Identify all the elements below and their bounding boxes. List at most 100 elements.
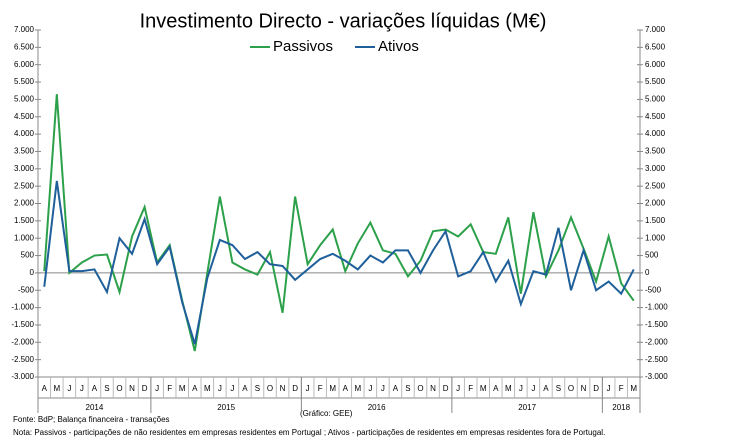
x-tick-label: A bbox=[343, 384, 349, 393]
x-tick-label: N bbox=[430, 384, 436, 393]
y-tick-label: -2.500 bbox=[645, 355, 668, 364]
y-tick-label: 6.500 bbox=[14, 42, 35, 51]
y-tick-label: 6.000 bbox=[14, 60, 35, 69]
x-tick-label: O bbox=[417, 384, 423, 393]
y-tick-label: 2.500 bbox=[14, 181, 35, 190]
x-tick-label: M bbox=[53, 384, 60, 393]
x-tick-label: J bbox=[368, 384, 372, 393]
chart-title: Investimento Directo - variações líquida… bbox=[140, 10, 547, 32]
source: Fonte: BdP; Balança financeira - transaç… bbox=[13, 415, 170, 424]
y-tick-label: -1.500 bbox=[645, 320, 668, 329]
x-tick-label: N bbox=[280, 384, 286, 393]
x-tick-label: O bbox=[116, 384, 122, 393]
y-tick-label: 1.000 bbox=[14, 233, 35, 242]
x-tick-label: A bbox=[393, 384, 399, 393]
x-tick-label: D bbox=[443, 384, 449, 393]
x-tick-label: A bbox=[192, 384, 198, 393]
y-tick-label: 500 bbox=[21, 251, 35, 260]
y-tick-label: 6.000 bbox=[645, 60, 666, 69]
y-tick-label: 1.500 bbox=[645, 216, 666, 225]
x-tick-label: M bbox=[204, 384, 211, 393]
x-tick-label: A bbox=[493, 384, 499, 393]
y-tick-label: 7.000 bbox=[14, 25, 35, 34]
x-tick-label: S bbox=[104, 384, 109, 393]
y-tick-label: -1.500 bbox=[11, 320, 34, 329]
y-tick-label: 3.000 bbox=[14, 164, 35, 173]
x-tick-label: F bbox=[167, 384, 172, 393]
y-tick-label: -2.000 bbox=[645, 337, 668, 346]
x-tick-label: F bbox=[468, 384, 473, 393]
x-tick-label: M bbox=[505, 384, 512, 393]
x-tick-label: M bbox=[329, 384, 336, 393]
x-tick-label: O bbox=[267, 384, 273, 393]
x-tick-label: J bbox=[67, 384, 71, 393]
credit: (Gráfico: GEE) bbox=[300, 409, 353, 418]
y-tick-label: 2.000 bbox=[14, 199, 35, 208]
x-tick-label: J bbox=[607, 384, 611, 393]
x-tick-label: J bbox=[519, 384, 523, 393]
x-tick-label: F bbox=[318, 384, 323, 393]
series-line bbox=[43, 180, 635, 345]
y-tick-label: 0 bbox=[30, 268, 35, 277]
x-tick-label: S bbox=[405, 384, 410, 393]
y-tick-label: -500 bbox=[645, 285, 662, 294]
x-tick-label: J bbox=[80, 384, 84, 393]
x-tick-label: O bbox=[568, 384, 574, 393]
x-tick-label: J bbox=[381, 384, 385, 393]
x-tick-label: A bbox=[92, 384, 98, 393]
x-tick-label: J bbox=[531, 384, 535, 393]
y-tick-label: -3.000 bbox=[11, 372, 34, 381]
x-tick-label: D bbox=[142, 384, 148, 393]
x-tick-label: N bbox=[129, 384, 135, 393]
x-tick-label: M bbox=[354, 384, 361, 393]
y-tick-label: 3.500 bbox=[645, 147, 666, 156]
x-tick-label: A bbox=[242, 384, 248, 393]
y-tick-label: 5.000 bbox=[14, 95, 35, 104]
y-tick-label: -2.500 bbox=[11, 355, 34, 364]
x-tick-label: D bbox=[292, 384, 298, 393]
year-label: 2018 bbox=[612, 403, 630, 412]
y-tick-label: 2.500 bbox=[645, 181, 666, 190]
x-tick-label: M bbox=[630, 384, 637, 393]
y-tick-label: 5.500 bbox=[645, 77, 666, 86]
y-tick-label: -3.000 bbox=[645, 372, 668, 381]
y-tick-label: 5.000 bbox=[645, 95, 666, 104]
y-tick-label: 2.000 bbox=[645, 199, 666, 208]
x-tick-label: S bbox=[255, 384, 260, 393]
y-tick-label: -1.000 bbox=[645, 303, 668, 312]
x-tick-label: J bbox=[155, 384, 159, 393]
y-tick-label: 3.500 bbox=[14, 147, 35, 156]
y-tick-label: -2.000 bbox=[11, 337, 34, 346]
x-tick-label: A bbox=[543, 384, 549, 393]
note: Nota: Passivos - participações de não re… bbox=[13, 428, 605, 437]
y-tick-label: 4.000 bbox=[645, 129, 666, 138]
x-tick-label: N bbox=[581, 384, 587, 393]
x-tick-label: J bbox=[230, 384, 234, 393]
year-label: 2014 bbox=[86, 403, 104, 412]
y-tick-label: 0 bbox=[645, 268, 650, 277]
x-tick-label: M bbox=[179, 384, 186, 393]
year-label: 2015 bbox=[217, 403, 235, 412]
y-tick-label: 5.500 bbox=[14, 77, 35, 86]
x-tick-label: J bbox=[306, 384, 310, 393]
x-tick-label: D bbox=[593, 384, 599, 393]
x-tick-label: F bbox=[619, 384, 624, 393]
y-tick-label: 6.500 bbox=[645, 42, 666, 51]
y-tick-label: 1.500 bbox=[14, 216, 35, 225]
y-tick-label: -1.000 bbox=[11, 303, 34, 312]
x-tick-label: A bbox=[42, 384, 48, 393]
x-tick-label: M bbox=[480, 384, 487, 393]
y-tick-label: -500 bbox=[18, 285, 35, 294]
x-tick-label: J bbox=[456, 384, 460, 393]
y-tick-label: 4.500 bbox=[645, 112, 666, 121]
legend-label: Passivos bbox=[273, 38, 333, 55]
y-tick-label: 1.000 bbox=[645, 233, 666, 242]
series-line bbox=[43, 94, 635, 352]
y-tick-label: 7.000 bbox=[645, 25, 666, 34]
y-tick-label: 500 bbox=[645, 251, 659, 260]
year-label: 2016 bbox=[368, 403, 386, 412]
x-tick-label: S bbox=[556, 384, 561, 393]
year-label: 2017 bbox=[518, 403, 536, 412]
y-tick-label: 4.500 bbox=[14, 112, 35, 121]
